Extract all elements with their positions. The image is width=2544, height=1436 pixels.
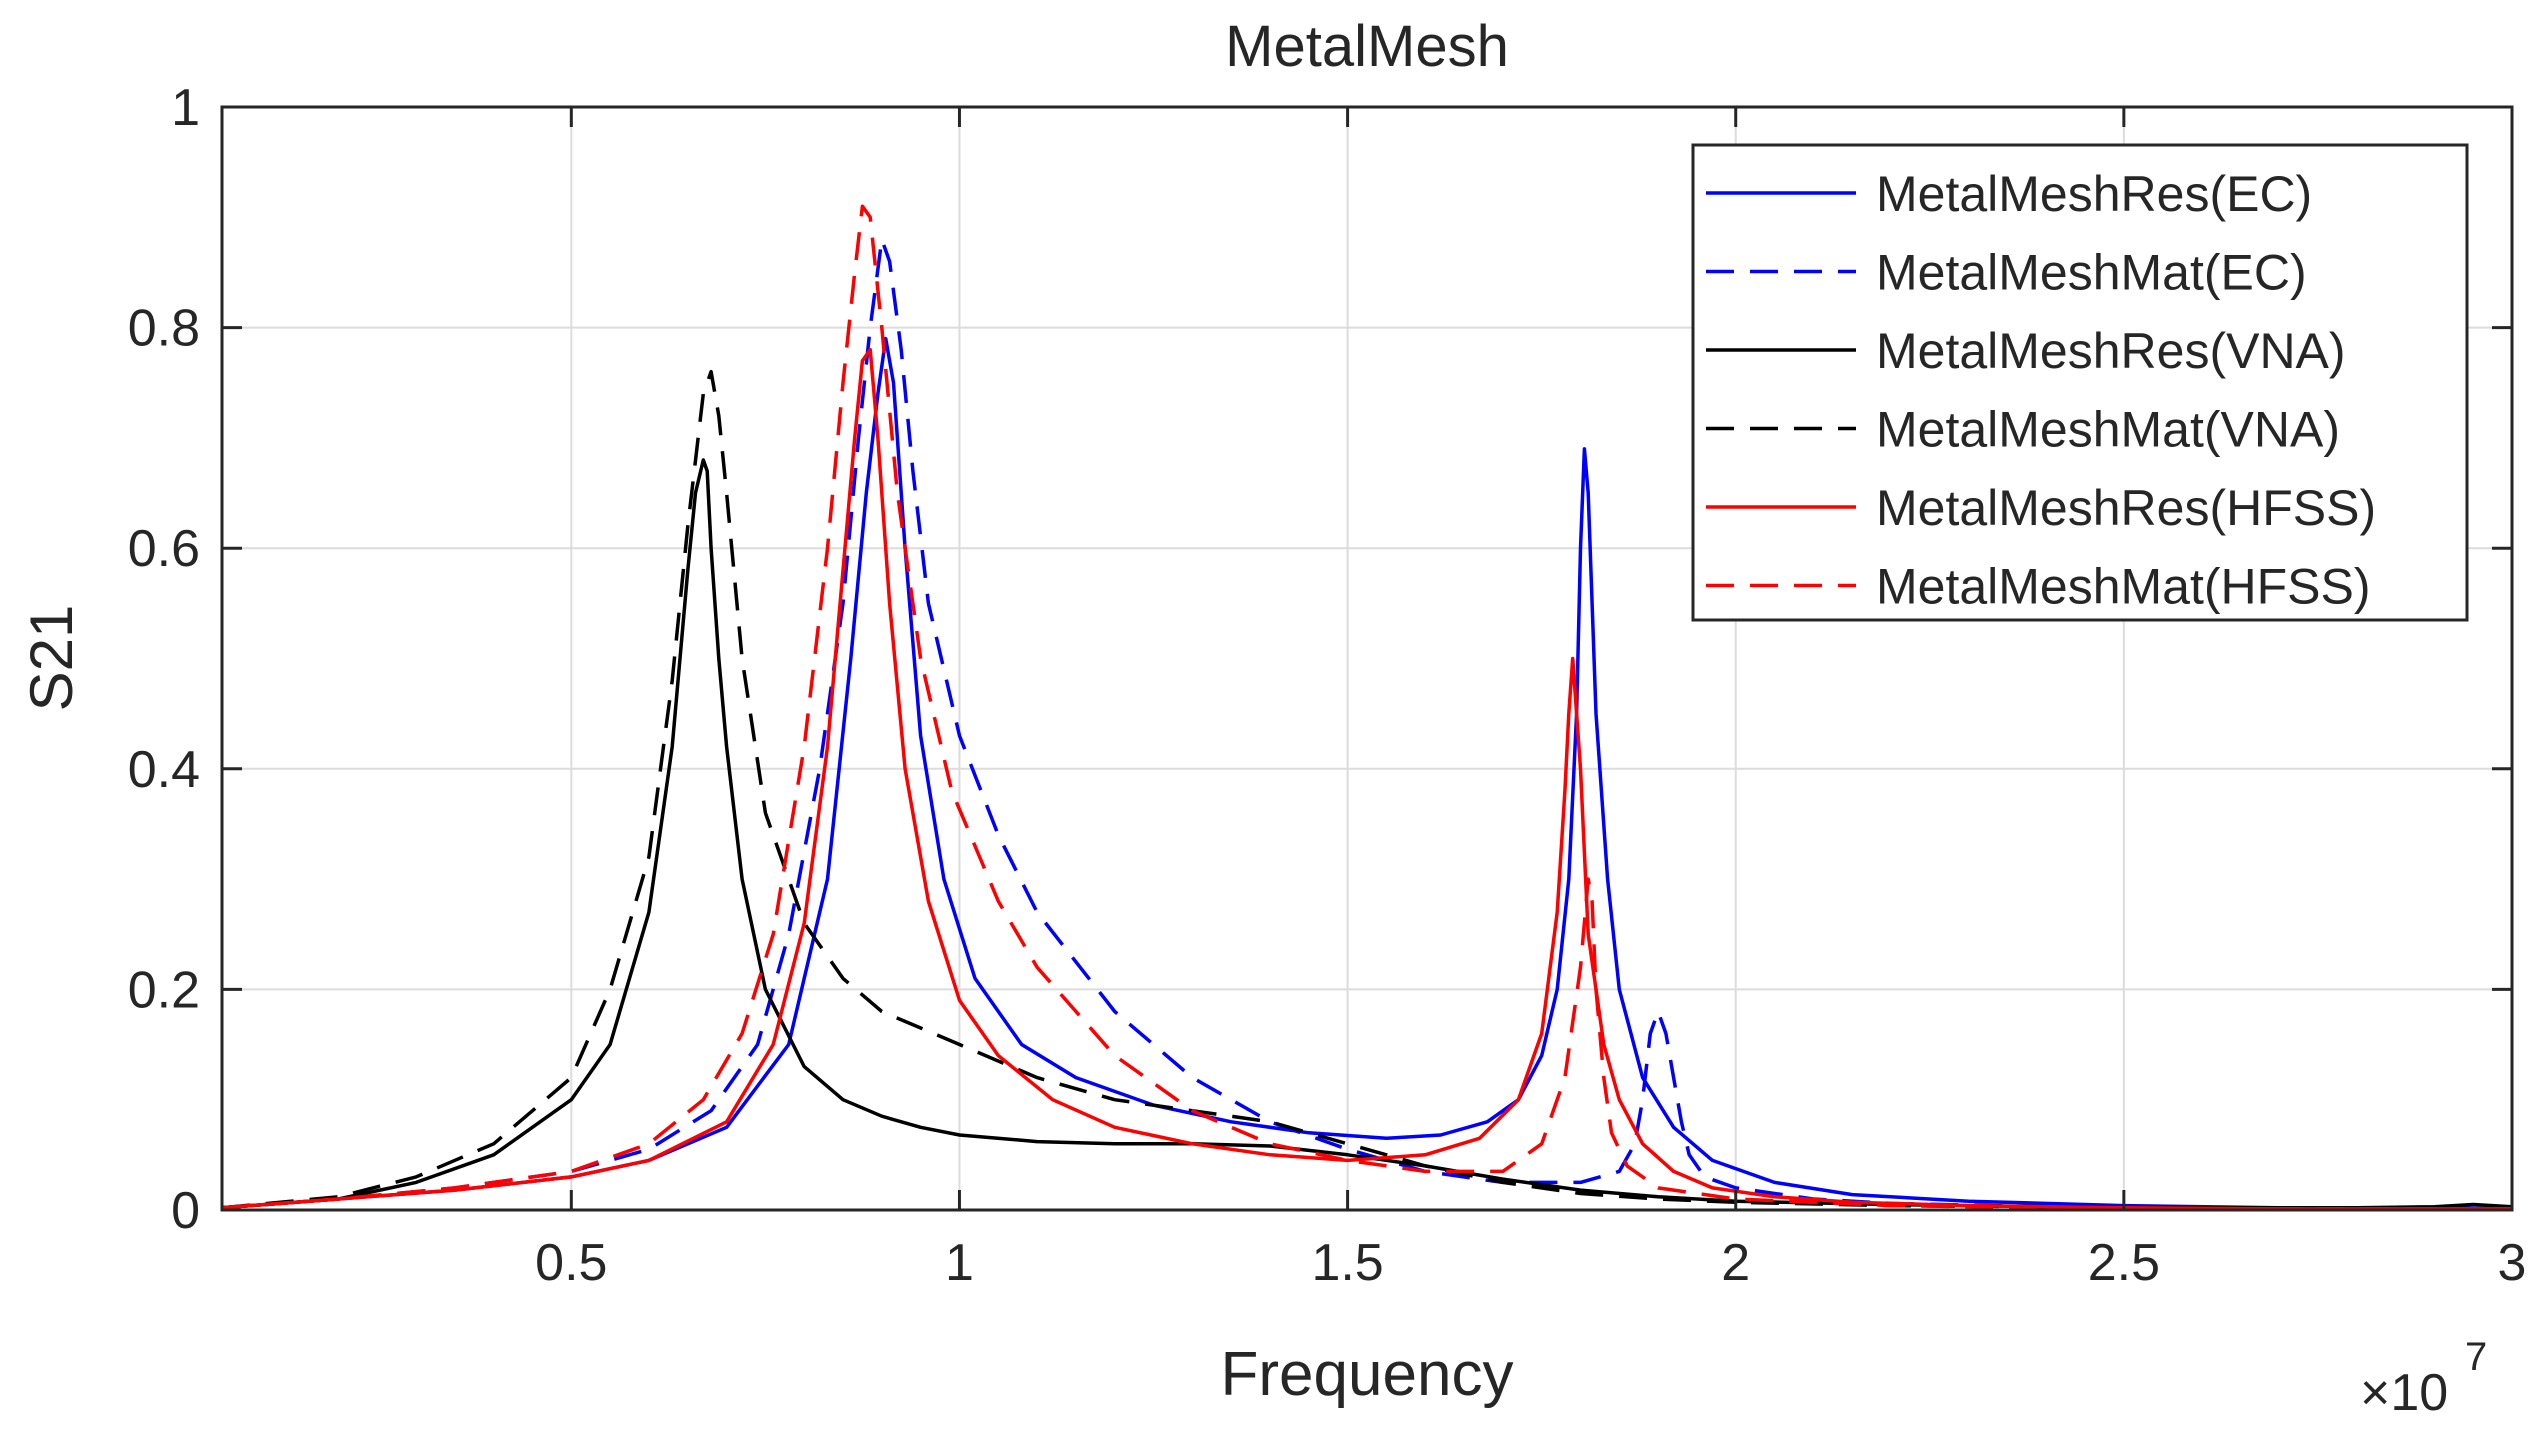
x-tick-label: 1 <box>945 1234 974 1292</box>
legend-label-metalmeshmat-hfss: MetalMeshMat(HFSS) <box>1876 559 2371 615</box>
series-line-metalmeshres-ec <box>221 336 2513 1211</box>
axes-box <box>220 105 2514 1212</box>
legend-label-metalmeshmat-vna: MetalMeshMat(VNA) <box>1876 402 2340 458</box>
x-tick-label: 2 <box>1721 1234 1750 1292</box>
chart-title: MetalMesh <box>1225 14 1509 79</box>
y-tick-label: 0.6 <box>128 520 200 578</box>
ticks: 0.5 1 1.5 2 2.5 3 0 0.2 0.4 0.6 0.8 1 <box>128 79 2527 1292</box>
series-layer <box>221 204 2513 1211</box>
x-exponent-power: 7 <box>2465 1335 2487 1379</box>
legend-box <box>1691 143 2469 622</box>
series-line-metalmeshmat-vna <box>221 369 2512 1211</box>
legend-label-metalmeshres-ec: MetalMeshRes(EC) <box>1876 166 2312 222</box>
legend-label-metalmeshres-vna: MetalMeshRes(VNA) <box>1876 323 2346 379</box>
series-line-metalmeshres-hfss <box>221 347 2512 1211</box>
x-tick-label: 1.5 <box>1311 1234 1383 1292</box>
x-axis-label: Frequency <box>1221 1340 1514 1409</box>
legend: MetalMeshRes(EC) MetalMeshMat(EC) MetalMes… <box>1691 143 2469 622</box>
x-tick-label: 3 <box>2498 1234 2527 1292</box>
y-tick-label: 0.2 <box>128 961 200 1019</box>
x-exponent-base: ×10 <box>2360 1364 2448 1422</box>
x-tick-label: 2.5 <box>2088 1234 2160 1292</box>
legend-label-metalmeshmat-ec: MetalMeshMat(EC) <box>1876 245 2307 301</box>
series-line-metalmeshmat-ec <box>221 237 2512 1211</box>
x-tick-label: 0.5 <box>535 1234 607 1292</box>
y-tick-label: 0.8 <box>128 300 200 358</box>
y-tick-label: 1 <box>171 79 200 137</box>
series-line-metalmeshmat-hfss <box>221 204 2512 1211</box>
y-tick-label: 0 <box>171 1182 200 1240</box>
legend-label-metalmeshres-hfss: MetalMeshRes(HFSS) <box>1876 480 2376 536</box>
y-axis-label: S21 <box>18 605 85 712</box>
y-tick-label: 0.4 <box>128 741 200 799</box>
